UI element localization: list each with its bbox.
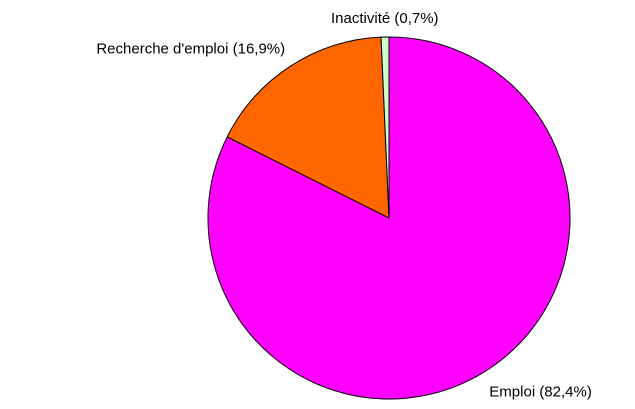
pie-slice bbox=[226, 36, 390, 219]
slice-label: Emploi (82,4%) bbox=[489, 384, 592, 401]
slice-label: Inactivité (0,7%) bbox=[331, 10, 439, 27]
slice-label: Recherche d'emploi (16,9%) bbox=[96, 41, 285, 58]
pie-slice bbox=[380, 36, 390, 219]
